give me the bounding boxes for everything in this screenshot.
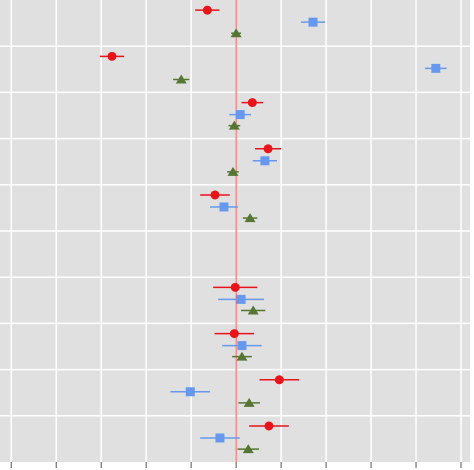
point [242,444,254,454]
point [227,166,239,176]
point [236,294,246,304]
point [235,110,245,120]
point [175,74,187,84]
point [260,156,270,166]
point [229,329,239,339]
point [202,5,212,15]
point [237,341,247,351]
point [431,63,441,73]
point [215,433,225,443]
point [274,375,284,385]
point [228,120,240,130]
point [236,351,248,361]
point [244,213,256,223]
point [210,190,220,200]
point [247,305,259,315]
point [185,387,195,397]
point [264,421,274,431]
point [243,397,255,407]
point [230,28,242,38]
point [230,282,240,292]
point [263,144,273,154]
point [107,51,117,61]
point [219,202,229,212]
point [247,98,257,108]
point [308,17,318,27]
